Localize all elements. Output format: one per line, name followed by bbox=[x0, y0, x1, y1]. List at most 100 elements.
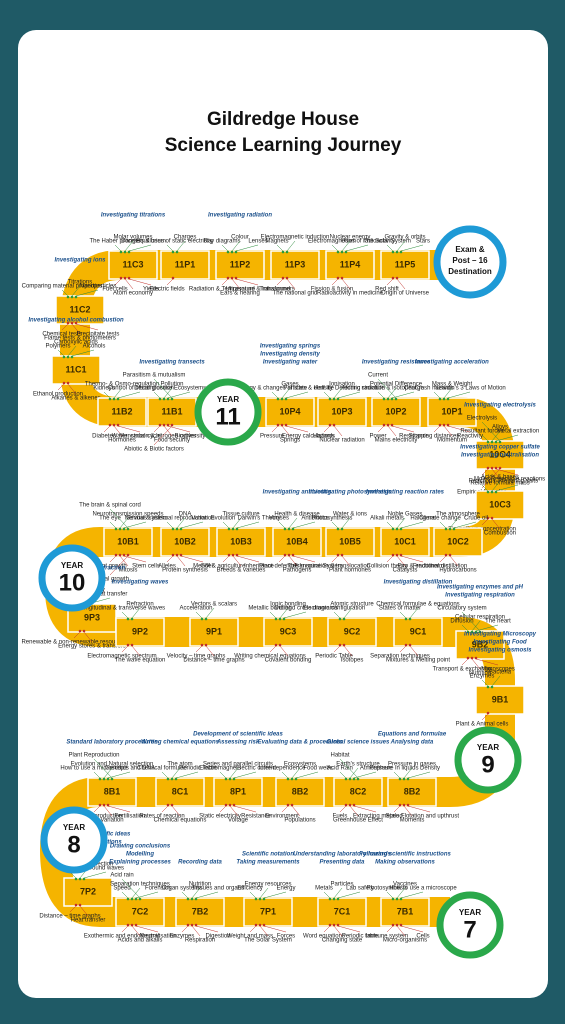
topic-label: Charge bbox=[404, 386, 424, 392]
topic-dot bbox=[78, 877, 82, 881]
topic-label: Separation techniques bbox=[370, 654, 430, 660]
unit-code: 10B3 bbox=[230, 536, 252, 546]
topic-connector bbox=[331, 244, 339, 252]
skill-label: Investigating springs bbox=[260, 344, 321, 350]
topic-label: Pressure bbox=[260, 434, 285, 440]
topic-connector bbox=[349, 805, 359, 817]
topic-label: Ray diagrams bbox=[203, 239, 240, 245]
topic-connector bbox=[377, 425, 385, 433]
skill-label: Global science issues bbox=[327, 740, 390, 746]
unit-code: 10B5 bbox=[339, 536, 361, 546]
topic-connector bbox=[166, 278, 174, 286]
topic-label: Weight and mass bbox=[227, 934, 273, 940]
topic-dot bbox=[352, 777, 356, 781]
topic-dot bbox=[230, 276, 234, 280]
topic-label: Ultrasound & Infrasound bbox=[226, 287, 291, 293]
topic-connector bbox=[292, 555, 316, 563]
topic-dot bbox=[466, 656, 470, 660]
topic-dot bbox=[382, 423, 386, 427]
topic-label: Particles & density bbox=[283, 386, 332, 392]
topic-label: Potential Difference bbox=[370, 382, 423, 388]
topic-dot bbox=[116, 423, 120, 427]
topic-dot bbox=[408, 617, 412, 621]
skill-label: Assessing risk bbox=[216, 740, 260, 746]
topic-dot bbox=[110, 777, 114, 781]
topic-dot bbox=[328, 897, 332, 901]
unit-block bbox=[327, 617, 377, 647]
topic-dot bbox=[348, 803, 352, 807]
unit-block bbox=[380, 250, 430, 280]
topic-connector bbox=[495, 484, 519, 492]
topic-connector bbox=[491, 480, 501, 492]
topic-label: Pollution bbox=[160, 382, 183, 388]
topic-label: Resultant forces bbox=[460, 429, 503, 435]
topic-label: Detecting radiation bbox=[335, 386, 385, 392]
topic-dot bbox=[444, 553, 448, 557]
topic-label: Alkanes & alkenes bbox=[51, 396, 100, 402]
topic-connector bbox=[103, 391, 111, 399]
skill-label: Understanding laboratory hazards bbox=[293, 852, 391, 858]
topic-label: Lenses bbox=[248, 239, 267, 245]
topic-connector bbox=[323, 391, 331, 399]
topic-label: Collision theory bbox=[366, 564, 407, 570]
topic-dot bbox=[404, 617, 408, 621]
topic-dot bbox=[171, 250, 175, 254]
topic-connector bbox=[124, 240, 134, 252]
topic-label: Longitudinal & transverse waves bbox=[79, 606, 165, 612]
topic-label: Speed bbox=[385, 814, 402, 820]
topic-connector bbox=[291, 805, 301, 817]
topic-connector bbox=[400, 521, 424, 529]
topic-dot bbox=[446, 423, 450, 427]
topic-connector bbox=[333, 645, 341, 653]
topic-label: Reactivity bbox=[457, 434, 483, 440]
topic-connector bbox=[123, 521, 147, 529]
topic-connector bbox=[396, 278, 406, 290]
unit-code: 9B2 bbox=[472, 639, 489, 649]
topic-dot bbox=[466, 630, 470, 634]
topic-dot bbox=[490, 516, 494, 520]
topic-dot bbox=[70, 355, 74, 359]
topic-connector bbox=[103, 805, 113, 817]
topic-connector bbox=[153, 378, 173, 399]
topic-connector bbox=[491, 518, 501, 530]
topic-dot bbox=[234, 276, 238, 280]
skill-label: Presenting data bbox=[319, 860, 365, 866]
topic-connector bbox=[386, 891, 394, 899]
skill-label: Investigating ions bbox=[54, 258, 106, 264]
topic-connector bbox=[377, 391, 385, 399]
topic-connector bbox=[180, 555, 204, 563]
topic-label: Protein synthesis bbox=[162, 568, 208, 574]
topic-connector bbox=[281, 425, 291, 437]
topic-connector bbox=[75, 323, 99, 331]
topic-connector bbox=[175, 771, 199, 779]
topic-label: Moments bbox=[400, 818, 425, 824]
topic-connector bbox=[269, 645, 277, 653]
topic-connector bbox=[205, 607, 215, 619]
topic-dot bbox=[486, 685, 490, 689]
topic-dot bbox=[171, 527, 175, 531]
topic-label: Populations bbox=[284, 818, 315, 824]
topic-dot bbox=[395, 923, 399, 927]
topic-dot bbox=[340, 250, 344, 254]
skill-label: Standard laboratory procedures bbox=[66, 740, 158, 746]
topic-dot bbox=[342, 643, 346, 647]
topic-connector bbox=[249, 925, 257, 933]
topic-connector bbox=[67, 345, 77, 357]
topic-connector bbox=[387, 387, 397, 399]
topic-connector bbox=[333, 925, 343, 937]
topic-connector bbox=[339, 758, 359, 779]
topic-dot bbox=[438, 397, 442, 401]
topic-connector bbox=[166, 244, 174, 252]
topic-label: Periodic Table bbox=[179, 766, 217, 772]
topic-connector bbox=[71, 323, 81, 335]
topic-connector bbox=[123, 555, 147, 563]
topic-connector bbox=[495, 434, 519, 442]
topic-connector bbox=[109, 521, 117, 529]
skill-label: Following scientific instructions bbox=[359, 852, 451, 858]
topic-label: Variation bbox=[191, 516, 214, 522]
topic-label: Gases bbox=[281, 382, 298, 388]
topic-dot bbox=[106, 803, 110, 807]
topic-dot bbox=[126, 553, 130, 557]
topic-dot bbox=[158, 397, 162, 401]
topic-dot bbox=[348, 777, 352, 781]
